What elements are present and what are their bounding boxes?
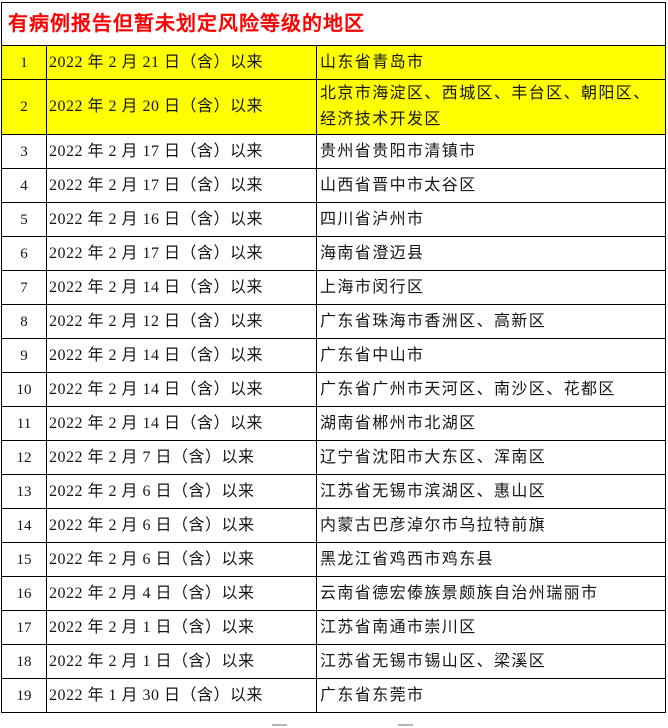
row-date: 2022 年 2 月 6 日（含）以来: [46, 474, 317, 509]
table-row: 12 2022 年 2 月 7 日（含）以来 辽宁省沈阳市大东区、浑南区: [1, 440, 666, 475]
row-date: 2022 年 2 月 14 日（含）以来: [46, 406, 317, 441]
row-date: 2022 年 2 月 14 日（含）以来: [46, 338, 317, 373]
row-date: 2022 年 2 月 1 日（含）以来: [46, 644, 317, 679]
table-title: 有病例报告但暂未划定风险等级的地区: [1, 2, 666, 46]
cropped-content-artifact-left: [272, 724, 287, 726]
row-number: 15: [1, 542, 47, 577]
row-region: 广东省东莞市: [316, 678, 666, 713]
row-number: 5: [1, 202, 47, 237]
table-row: 6 2022 年 2 月 17 日（含）以来 海南省澄迈县: [1, 236, 666, 271]
table-row: 15 2022 年 2 月 6 日（含）以来 黑龙江省鸡西市鸡东县: [1, 542, 666, 577]
row-date: 2022 年 2 月 14 日（含）以来: [46, 270, 317, 305]
row-date: 2022 年 2 月 1 日（含）以来: [46, 610, 317, 645]
row-region: 黑龙江省鸡西市鸡东县: [316, 542, 666, 577]
row-number: 17: [1, 610, 47, 645]
row-date: 2022 年 2 月 17 日（含）以来: [46, 236, 317, 271]
row-number: 9: [1, 338, 47, 373]
row-date: 2022 年 2 月 16 日（含）以来: [46, 202, 317, 237]
row-region: 江苏省无锡市锡山区、梁溪区: [316, 644, 666, 679]
row-number: 11: [1, 406, 47, 441]
risk-area-table: 有病例报告但暂未划定风险等级的地区 1 2022 年 2 月 21 日（含）以来…: [1, 2, 666, 713]
row-number: 3: [1, 134, 47, 169]
row-region: 贵州省贵阳市清镇市: [316, 134, 666, 169]
row-region: 广东省珠海市香洲区、高新区: [316, 304, 666, 339]
row-date: 2022 年 2 月 4 日（含）以来: [46, 576, 317, 611]
table-row: 10 2022 年 2 月 14 日（含）以来 广东省广州市天河区、南沙区、花都…: [1, 372, 666, 407]
table-row: 2 2022 年 2 月 20 日（含）以来 北京市海淀区、西城区、丰台区、朝阳…: [1, 79, 666, 135]
row-region: 内蒙古巴彦淖尔市乌拉特前旗: [316, 508, 666, 543]
row-region: 山东省青岛市: [316, 45, 666, 80]
row-region: 湖南省郴州市北湖区: [316, 406, 666, 441]
row-region: 北京市海淀区、西城区、丰台区、朝阳区、经济技术开发区: [316, 79, 666, 135]
table-row: 11 2022 年 2 月 14 日（含）以来 湖南省郴州市北湖区: [1, 406, 666, 441]
table-row: 9 2022 年 2 月 14 日（含）以来 广东省中山市: [1, 338, 666, 373]
row-number: 16: [1, 576, 47, 611]
row-date: 2022 年 1 月 30 日（含）以来: [46, 678, 317, 713]
table-row: 1 2022 年 2 月 21 日（含）以来 山东省青岛市: [1, 45, 666, 80]
row-date: 2022 年 2 月 12 日（含）以来: [46, 304, 317, 339]
row-number: 4: [1, 168, 47, 203]
row-number: 2: [1, 79, 47, 135]
row-number: 13: [1, 474, 47, 509]
row-region: 云南省德宏傣族景颇族自治州瑞丽市: [316, 576, 666, 611]
table-body: 有病例报告但暂未划定风险等级的地区 1 2022 年 2 月 21 日（含）以来…: [1, 2, 666, 713]
table-row: 3 2022 年 2 月 17 日（含）以来 贵州省贵阳市清镇市: [1, 134, 666, 169]
row-region: 江苏省南通市崇川区: [316, 610, 666, 645]
table-row: 17 2022 年 2 月 1 日（含）以来 江苏省南通市崇川区: [1, 610, 666, 645]
row-date: 2022 年 2 月 14 日（含）以来: [46, 372, 317, 407]
row-region: 四川省泸州市: [316, 202, 666, 237]
row-number: 6: [1, 236, 47, 271]
row-date: 2022 年 2 月 6 日（含）以来: [46, 508, 317, 543]
table-row: 7 2022 年 2 月 14 日（含）以来 上海市闵行区: [1, 270, 666, 305]
table-row: 19 2022 年 1 月 30 日（含）以来 广东省东莞市: [1, 678, 666, 713]
row-number: 1: [1, 45, 47, 80]
row-region: 江苏省无锡市滨湖区、惠山区: [316, 474, 666, 509]
row-number: 18: [1, 644, 47, 679]
table-row: 4 2022 年 2 月 17 日（含）以来 山西省晋中市太谷区: [1, 168, 666, 203]
table-title-row: 有病例报告但暂未划定风险等级的地区: [1, 2, 666, 46]
row-region: 广东省广州市天河区、南沙区、花都区: [316, 372, 666, 407]
row-number: 7: [1, 270, 47, 305]
cropped-content-artifact-right: [398, 724, 413, 726]
row-date: 2022 年 2 月 6 日（含）以来: [46, 542, 317, 577]
row-date: 2022 年 2 月 17 日（含）以来: [46, 134, 317, 169]
row-number: 8: [1, 304, 47, 339]
row-date: 2022 年 2 月 20 日（含）以来: [46, 79, 317, 135]
row-region: 广东省中山市: [316, 338, 666, 373]
row-number: 14: [1, 508, 47, 543]
row-date: 2022 年 2 月 7 日（含）以来: [46, 440, 317, 475]
table-row: 18 2022 年 2 月 1 日（含）以来 江苏省无锡市锡山区、梁溪区: [1, 644, 666, 679]
table-row: 16 2022 年 2 月 4 日（含）以来 云南省德宏傣族景颇族自治州瑞丽市: [1, 576, 666, 611]
table-row: 14 2022 年 2 月 6 日（含）以来 内蒙古巴彦淖尔市乌拉特前旗: [1, 508, 666, 543]
row-date: 2022 年 2 月 21 日（含）以来: [46, 45, 317, 80]
row-date: 2022 年 2 月 17 日（含）以来: [46, 168, 317, 203]
table-row: 5 2022 年 2 月 16 日（含）以来 四川省泸州市: [1, 202, 666, 237]
row-number: 19: [1, 678, 47, 713]
row-region: 辽宁省沈阳市大东区、浑南区: [316, 440, 666, 475]
table-row: 8 2022 年 2 月 12 日（含）以来 广东省珠海市香洲区、高新区: [1, 304, 666, 339]
row-region: 山西省晋中市太谷区: [316, 168, 666, 203]
row-region: 海南省澄迈县: [316, 236, 666, 271]
table-row: 13 2022 年 2 月 6 日（含）以来 江苏省无锡市滨湖区、惠山区: [1, 474, 666, 509]
row-number: 10: [1, 372, 47, 407]
row-region: 上海市闵行区: [316, 270, 666, 305]
row-number: 12: [1, 440, 47, 475]
